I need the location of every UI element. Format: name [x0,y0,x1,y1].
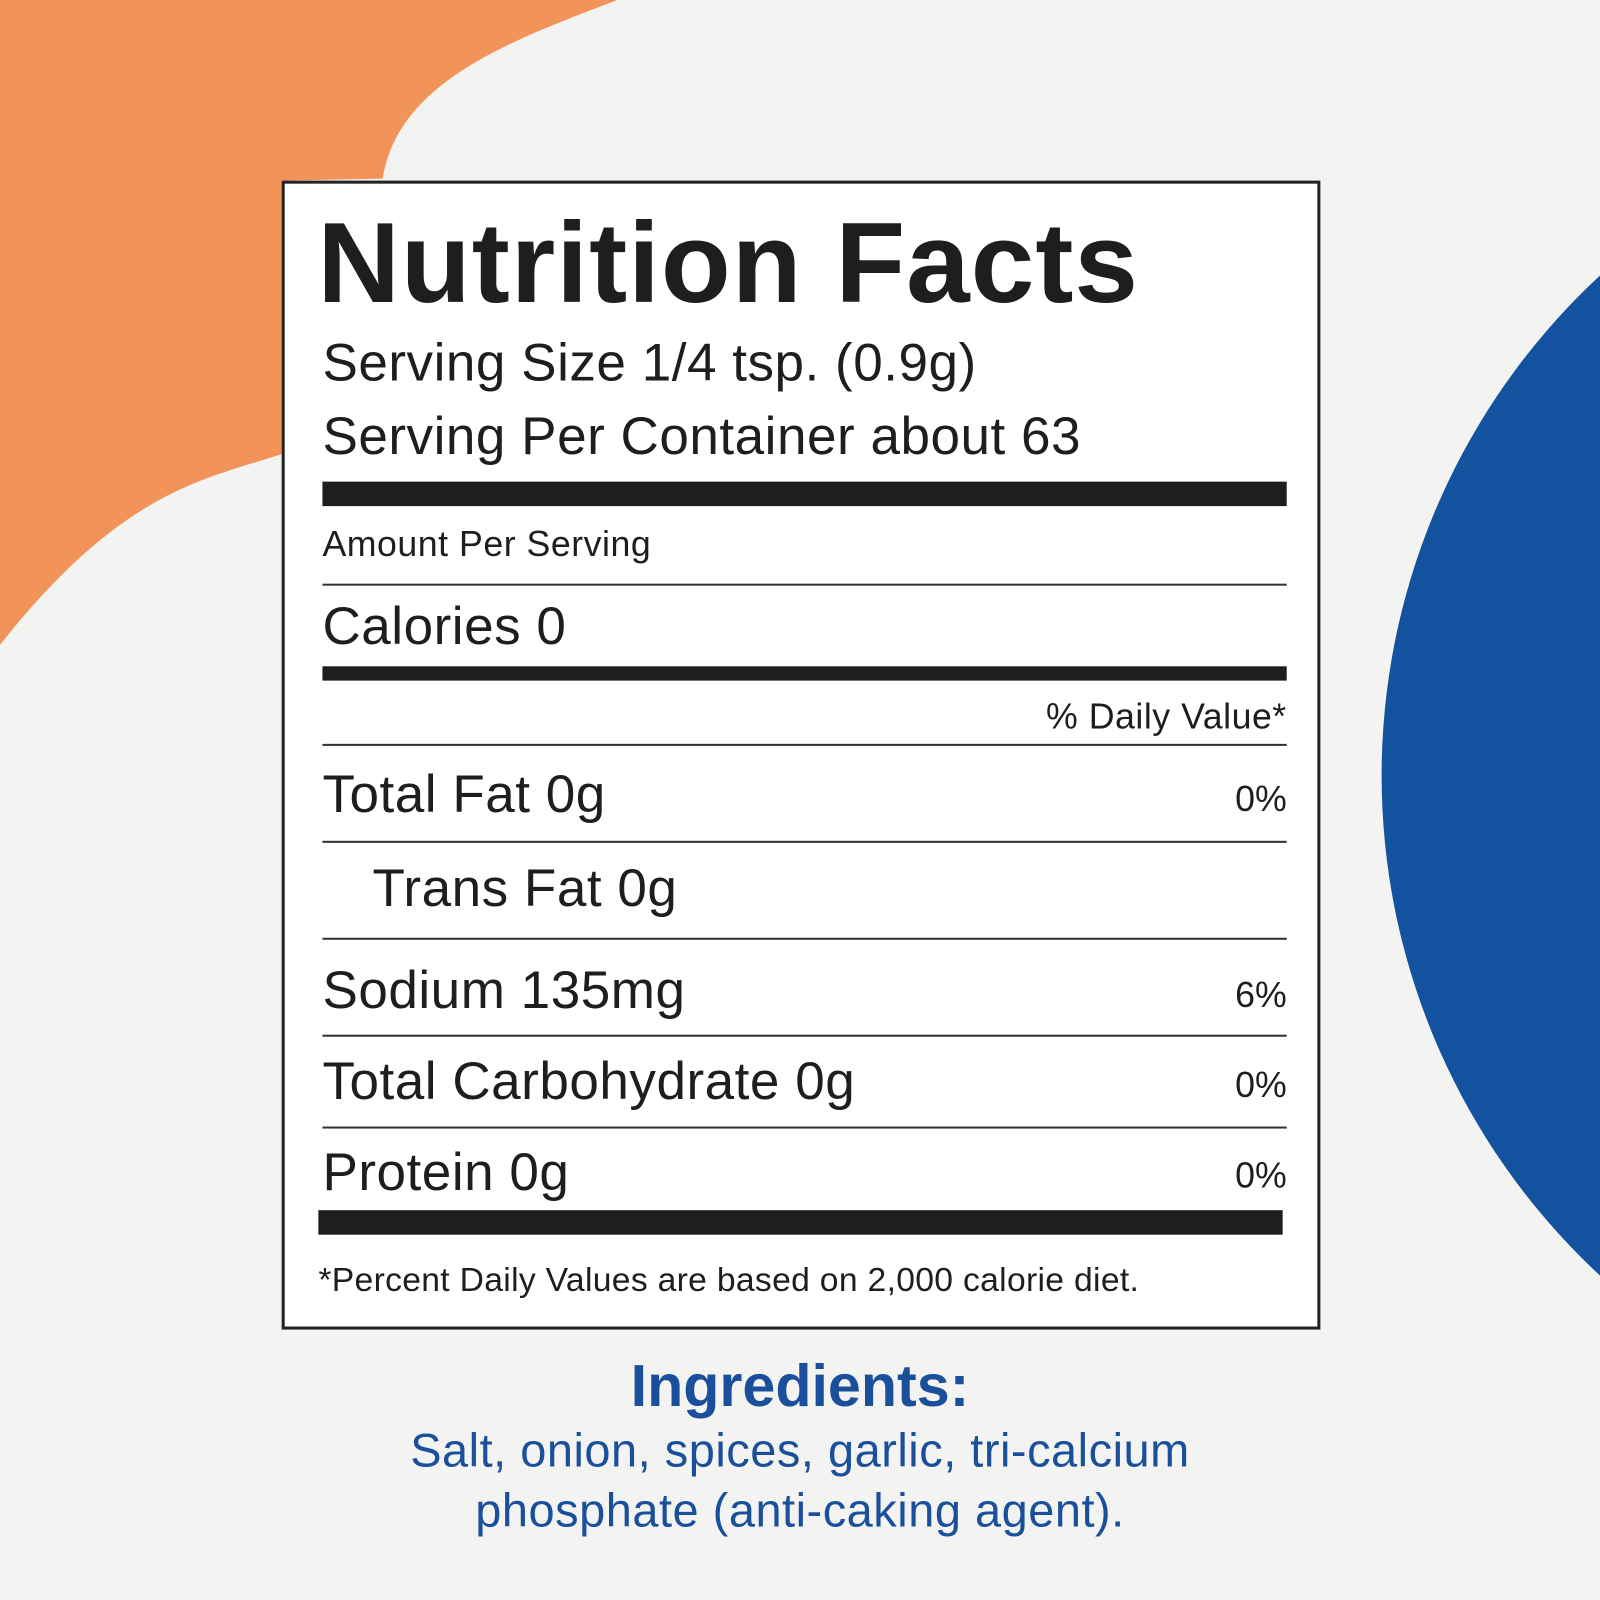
ingredients-title: Ingredients: [630,1353,970,1420]
footnote: *Percent Daily Values are based on 2,000… [318,1260,1140,1298]
ingredients-line-1: Salt, onion, spices, garlic, tri-calcium [410,1423,1190,1477]
thick-divider [318,1210,1283,1235]
divider [322,937,1287,940]
amount-per-serving: Amount Per Serving [322,524,652,565]
divider [322,743,1287,746]
divider [322,583,1287,586]
servings-per-container: Serving Per Container about 63 [322,407,1082,467]
thick-divider [322,481,1287,507]
daily-value-header: % Daily Value* [1046,696,1287,737]
orange-blob [0,0,618,645]
row-total-fat: Total Fat 0g [322,765,606,825]
label-title: Nutrition Facts [317,198,1140,327]
row-protein: Protein 0g [322,1142,570,1203]
row-trans-fat: Trans Fat 0g [372,859,678,919]
dv-sodium: 6% [1235,975,1287,1016]
divider [322,1126,1287,1129]
medium-divider [322,666,1287,681]
divider [322,1034,1287,1037]
row-total-carbohydrate: Total Carbohydrate 0g [322,1052,856,1112]
row-sodium: Sodium 135mg [322,961,686,1021]
dv-total-fat: 0% [1235,779,1287,820]
blue-circle [1381,275,1600,1276]
ingredients-line-2: phosphate (anti-caking agent). [475,1483,1125,1537]
divider [322,840,1287,843]
nutrition-facts-label: Nutrition Facts Serving Size 1/4 tsp. (0… [281,180,1321,1330]
dv-total-carbohydrate: 0% [1235,1065,1287,1106]
serving-size: Serving Size 1/4 tsp. (0.9g) [322,333,977,393]
dv-protein: 0% [1235,1156,1287,1196]
calories: Calories 0 [322,596,567,657]
